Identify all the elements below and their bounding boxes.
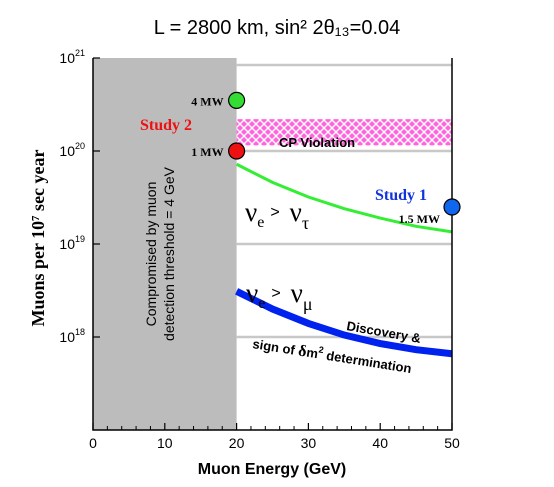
series-line-nue-nutau [235, 162, 453, 234]
x-tick-label: 10 [157, 435, 173, 451]
threshold-region [93, 58, 237, 430]
point-marker [228, 91, 246, 110]
cp-violation-label: CP Violation [279, 135, 355, 150]
point-markers: 4 MW 1 MW 1.5 MW [191, 91, 461, 226]
point-label: 4 MW [191, 94, 223, 108]
y-axis-label: Muons per 10⁷ sec year [28, 149, 48, 326]
y-ticks: 1018 1019 1020 1021 [59, 48, 100, 345]
study2-label: Study 2 [140, 117, 192, 134]
x-tick-label: 20 [229, 435, 245, 451]
series-label-nue-nutau: νe> ντ [245, 197, 309, 233]
y-tick-label: 1018 [59, 327, 85, 345]
series-label-nue-numu: νe> νμ [246, 278, 313, 314]
x-tick-label: 50 [444, 435, 460, 451]
cp-violation-band [236, 119, 452, 146]
x-tick-label: 40 [372, 435, 388, 451]
x-axis-label: Muon Energy (GeV) [198, 461, 346, 478]
point-label: 1 MW [191, 145, 223, 159]
x-tick-label: 0 [89, 435, 97, 451]
grid [236, 63, 452, 339]
series-line-nue-numu [235, 288, 453, 358]
chart-title: L = 2800 km, sin² 2θ₁₃=0.04 [154, 17, 401, 39]
y-tick-label: 1019 [59, 234, 85, 252]
point-marker [228, 142, 246, 160]
y-tick-label: 1020 [59, 141, 85, 159]
x-tick-label: 30 [301, 435, 317, 451]
study1-label: Study 1 [375, 187, 427, 204]
sign-determination-label: sign of δm2 determination [251, 334, 413, 377]
point-marker [443, 198, 461, 216]
x-ticks: 0 10 20 30 40 50 [89, 423, 460, 451]
threshold-label-line1: Compromised by muon [143, 182, 159, 327]
point-label: 1.5 MW [399, 212, 440, 226]
y-tick-label: 1021 [59, 48, 85, 66]
threshold-label-line2: detection threshold = 4 GeV [161, 166, 177, 341]
